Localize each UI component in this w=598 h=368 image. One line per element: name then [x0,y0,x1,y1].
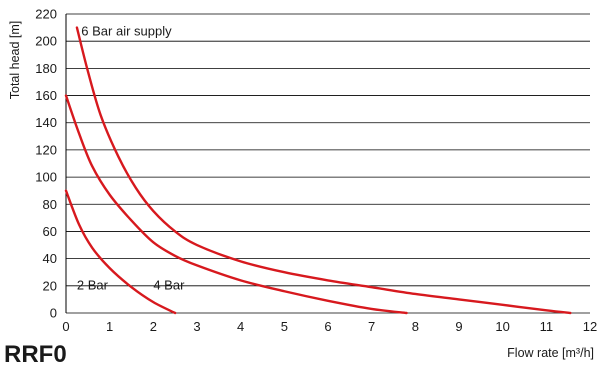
annotation-layer: 6 Bar air supply 4 Bar 2 Bar [77,23,185,292]
grid-layer [65,13,590,314]
watermark-text: RRF0 [4,343,67,363]
y-axis-title: Total head [m] [8,21,22,100]
series-line-2-bar [64,189,177,315]
y-tick-label: 40 [43,251,57,266]
x-tick-label: 3 [193,319,200,334]
y-tick-label: 0 [50,306,57,321]
y-tick-label: 100 [35,170,57,185]
y-tick-label: 120 [35,142,57,157]
y-tick-label: 200 [35,34,57,49]
x-tick-label: 8 [412,319,419,334]
y-tick-label: 180 [35,61,57,76]
y-tick-label: 220 [35,7,57,22]
x-tick-label: 11 [540,319,554,334]
y-tick-label: 140 [35,115,57,130]
x-axis-title: Flow rate [m³/h] [507,346,594,360]
series-layer [64,26,572,315]
x-tick-label: 1 [106,319,113,334]
x-tick-label: 4 [237,319,244,334]
x-tick-label: 2 [150,319,157,334]
series-line-4-bar [64,94,408,315]
annotation-2-bar: 2 Bar [77,277,109,292]
x-tick-label: 7 [368,319,375,334]
annotation-6-bar-air-supply: 6 Bar air supply [81,23,172,38]
annotation-4-bar: 4 Bar [153,277,185,292]
x-tick-label: 10 [495,319,509,334]
x-tick-label: 5 [281,319,288,334]
series-line-6-bar-air-supply [75,26,572,315]
x-tick-label: 6 [324,319,331,334]
x-tick-label: 0 [62,319,69,334]
y-tick-label: 80 [43,197,57,212]
y-tick-label: 20 [43,278,57,293]
y-tick-label: 60 [43,224,57,239]
x-tick-label: 12 [583,319,597,334]
x-tick-label: 9 [455,319,462,334]
y-tick-label: 160 [35,88,57,103]
